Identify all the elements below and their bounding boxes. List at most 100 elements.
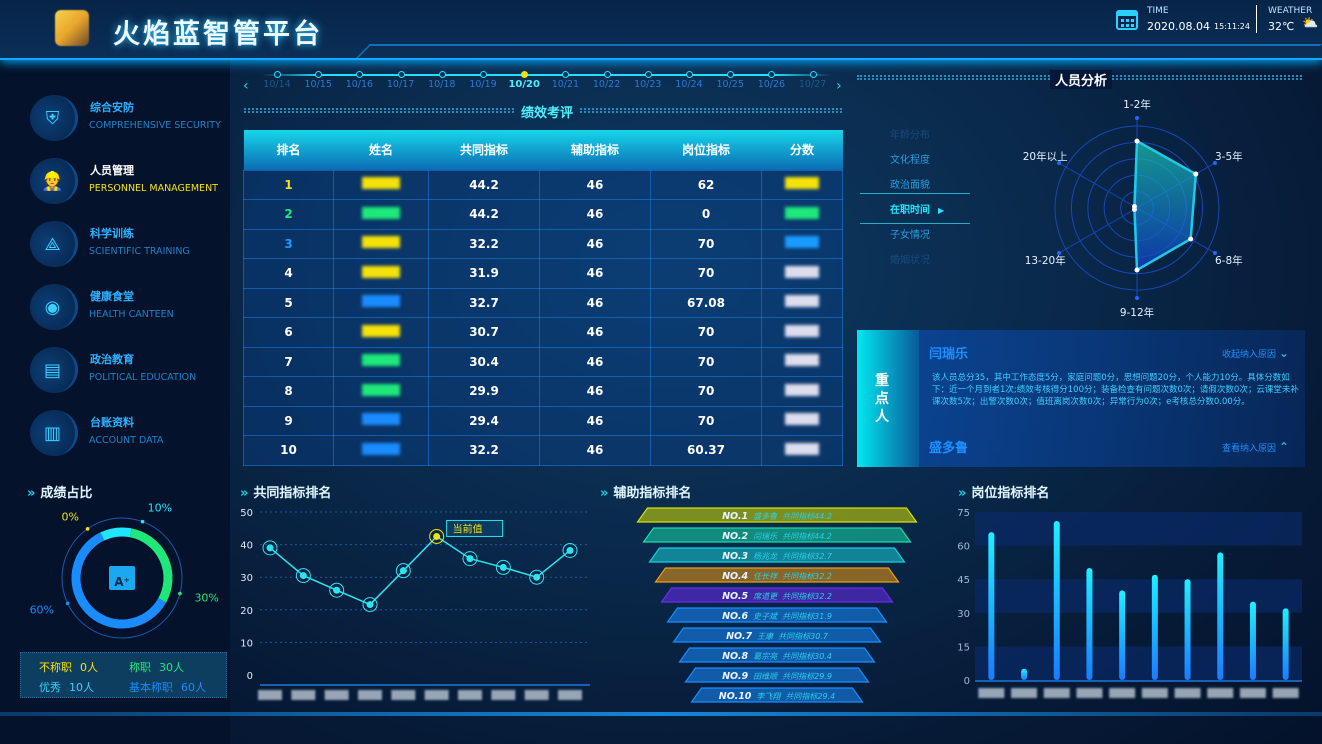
bar[interactable] <box>1053 520 1060 680</box>
line-point-halo <box>362 597 378 613</box>
bar[interactable] <box>988 532 995 680</box>
x-label-redacted <box>491 690 516 700</box>
radar-axis-end <box>1212 251 1217 255</box>
timeline-date[interactable]: 10/18 <box>428 79 456 90</box>
timeline-date[interactable]: 10/26 <box>757 79 786 90</box>
table-row[interactable]: 8 29.9 46 70 <box>243 376 843 407</box>
funnel-layer[interactable]: NO.4 任长祥 共同指标32.2 <box>654 567 900 583</box>
line-point[interactable] <box>366 601 374 609</box>
bar[interactable] <box>1021 668 1028 680</box>
table-row[interactable]: 6 30.7 46 70 <box>243 317 843 348</box>
x-label-redacted <box>1011 688 1038 698</box>
collapse-reason-button[interactable]: 收起纳入原因 ⌄ <box>1222 346 1289 360</box>
post-index: 70 <box>650 346 763 377</box>
line-point[interactable] <box>299 572 307 580</box>
funnel-layer[interactable]: NO.6 史子斌 共同指标31.9 <box>666 607 888 623</box>
timeline-date[interactable]: 10/22 <box>592 79 621 90</box>
bar[interactable] <box>1217 552 1224 680</box>
radar-point <box>1193 171 1199 177</box>
line-point[interactable] <box>566 546 574 554</box>
rank: 10 <box>243 435 334 466</box>
timeline-date[interactable]: 10/16 <box>345 79 374 90</box>
funnel-layer[interactable]: NO.10 李飞翔 共同指标29.4 <box>690 687 864 703</box>
sidebar-item[interactable]: ▤ 政治教育 POLITICAL EDUCATION <box>30 347 230 397</box>
funnel-layer[interactable]: NO.7 王康 共同指标30.7 <box>672 627 882 643</box>
line-point[interactable] <box>466 555 474 563</box>
timeline-date[interactable]: 10/20 <box>508 79 540 90</box>
timeline-date[interactable]: 10/27 <box>798 79 827 90</box>
line-point[interactable] <box>333 586 341 594</box>
line-point[interactable] <box>433 532 441 540</box>
table-row[interactable]: 3 32.2 46 70 <box>243 228 843 259</box>
table-row[interactable]: 1 44.2 46 62 <box>243 169 843 200</box>
column-header[interactable]: 辅助指标 <box>571 143 620 158</box>
table-row[interactable]: 5 32.7 46 67.08 <box>243 287 843 318</box>
common-index: 29.4 <box>427 405 541 436</box>
timeline-date[interactable]: 10/25 <box>716 79 744 90</box>
timeline-date[interactable]: 10/19 <box>469 79 497 90</box>
line-point-halo <box>262 540 278 556</box>
analysis-tab[interactable]: 子女情况 <box>890 226 930 241</box>
funnel-layer[interactable]: NO.5 席道更 共同指标32.2 <box>660 587 894 603</box>
x-label-redacted <box>1043 688 1070 698</box>
table-row[interactable]: 4 31.9 46 70 <box>243 258 843 289</box>
post-index: 60.37 <box>650 435 763 466</box>
funnel-layer[interactable]: NO.2 闫瑞乐 共同指标44.2 <box>642 527 912 543</box>
table-row[interactable]: 10 32.2 46 60.37 <box>243 435 843 466</box>
sidebar-item[interactable]: ▥ 台账资料 ACCOUNT DATA <box>30 410 230 460</box>
line-point[interactable] <box>266 544 274 552</box>
column-header[interactable]: 岗位指标 <box>682 143 731 158</box>
donut-marker <box>178 591 182 596</box>
analysis-tab[interactable]: 年龄分布 <box>890 126 930 141</box>
sidebar-item[interactable]: 👷 人员管理 PERSONNEL MANAGEMENT <box>30 158 230 208</box>
timeline-next-button[interactable]: › <box>836 78 842 94</box>
key-person-label: 重点人 <box>875 373 889 425</box>
chevron-right-icon: » <box>240 486 249 501</box>
table-row[interactable]: 7 30.4 46 70 <box>243 346 843 377</box>
column-header[interactable]: 共同指标 <box>460 143 509 158</box>
funnel-layer[interactable]: NO.1 盛多鲁 共同指标44.2 <box>636 507 918 523</box>
rank: 8 <box>243 376 334 407</box>
timeline-date[interactable]: 10/17 <box>386 79 415 90</box>
sidebar-item[interactable]: ⟁ 科学训练 SCIENTIFIC TRAINING <box>30 221 230 271</box>
funnel-layer[interactable]: NO.9 田维顺 共同指标29.9 <box>684 667 870 683</box>
y-tick-label: 45 <box>957 575 970 586</box>
column-header[interactable]: 分数 <box>790 143 815 158</box>
bar[interactable] <box>1151 574 1158 680</box>
bar[interactable] <box>1119 590 1126 680</box>
bar[interactable] <box>1282 608 1289 680</box>
timeline-date[interactable]: 10/14 <box>263 79 291 90</box>
line-point[interactable] <box>399 567 407 575</box>
column-header[interactable]: 姓名 <box>368 143 393 158</box>
funnel-layer[interactable]: NO.8 葛宗亮 共同指标30.4 <box>678 647 876 663</box>
table-row[interactable]: 9 29.4 46 70 <box>243 405 843 436</box>
stat-label: 不称职 <box>39 661 72 674</box>
bar[interactable] <box>1086 568 1093 680</box>
donut-slice <box>71 532 167 629</box>
timeline-date[interactable]: 10/21 <box>551 79 580 90</box>
timeline-date[interactable]: 10/23 <box>634 79 662 90</box>
funnel-name: 史子斌 <box>753 612 778 621</box>
sidebar-item[interactable]: ⛨ 综合安防 COMPREHENSIVE SECURITY <box>30 95 230 145</box>
line-point[interactable] <box>499 563 507 571</box>
timeline-date[interactable]: 10/24 <box>675 79 703 90</box>
timeline-prev-button[interactable]: ‹ <box>243 78 249 94</box>
x-label-redacted <box>1239 688 1266 698</box>
y-tick-label: 75 <box>957 508 970 519</box>
timeline-date[interactable]: 10/15 <box>304 79 332 90</box>
column-header[interactable]: 排名 <box>276 143 301 158</box>
funnel-layer[interactable]: NO.3 杨兆龙 共同指标32.7 <box>648 547 906 563</box>
bar[interactable] <box>1184 579 1191 680</box>
aux-index: 46 <box>539 199 652 230</box>
analysis-tab[interactable]: 婚姻状况 <box>890 251 930 266</box>
sidebar-item[interactable]: ◉ 健康食堂 HEALTH CANTEEN <box>30 284 230 334</box>
analysis-tab[interactable]: 在职时间 ▶ <box>860 193 970 224</box>
line-point[interactable] <box>533 573 541 581</box>
analysis-tab[interactable]: 政治面貌 <box>890 176 930 191</box>
bar[interactable] <box>1249 601 1256 680</box>
table-row[interactable]: 2 44.2 46 0 <box>243 199 843 230</box>
view-reason-button[interactable]: 查看纳入原因 ⌃ <box>1222 440 1289 454</box>
analysis-tab[interactable]: 文化程度 <box>890 151 930 166</box>
rank: 1 <box>243 169 334 200</box>
sidebar-item-sublabel: POLITICAL EDUCATION <box>89 372 197 383</box>
